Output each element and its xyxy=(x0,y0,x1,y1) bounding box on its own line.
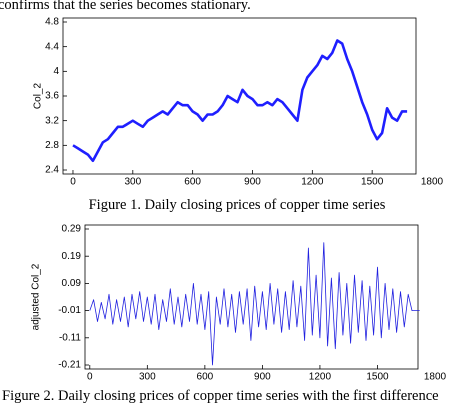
y-tick-label: 4.4 xyxy=(45,41,59,52)
y-axis-label: adjusted Col_2 xyxy=(31,263,42,330)
y-tick-label: 2.8 xyxy=(45,140,59,151)
data-line xyxy=(72,39,408,163)
y-tick-label: -0.01 xyxy=(58,305,81,316)
y-tick-label: -0.21 xyxy=(58,360,81,371)
x-tick-label: 300 xyxy=(139,372,156,383)
y-tick-label: 3.6 xyxy=(45,91,59,102)
x-tick-label: 300 xyxy=(124,177,141,188)
x-tick-label: 600 xyxy=(184,177,201,188)
y-axis-label: Col_2 xyxy=(33,83,44,110)
y-tick-label: 0.29 xyxy=(62,224,82,235)
x-tick-label: 1200 xyxy=(309,372,332,383)
y-tick-label: 0.09 xyxy=(62,278,82,289)
plot-frame xyxy=(84,224,419,370)
y-tick-label: 2.4 xyxy=(45,165,59,176)
x-tick-label: 1500 xyxy=(361,177,384,188)
x-tick-label: 1800 xyxy=(424,372,447,383)
y-tick-label: 4.8 xyxy=(45,17,59,28)
figure-caption: Figure 2. Daily closing prices of copper… xyxy=(2,388,439,404)
x-tick-label: 0 xyxy=(87,372,93,383)
x-tick-label: 1800 xyxy=(421,177,444,188)
x-tick-label: 900 xyxy=(244,177,261,188)
y-tick-label: 3.2 xyxy=(45,115,59,126)
x-tick-label: 1200 xyxy=(301,177,324,188)
figure-caption: Figure 1. Daily closing prices of copper… xyxy=(88,197,386,213)
x-tick-label: 900 xyxy=(254,372,271,383)
x-tick-label: 600 xyxy=(197,372,214,383)
x-tick-label: 0 xyxy=(70,177,76,188)
y-tick-label: 0.19 xyxy=(62,251,82,262)
y-tick-label: -0.11 xyxy=(59,332,81,343)
y-tick-label: 4 xyxy=(53,66,59,77)
data-line xyxy=(89,242,420,366)
body-text: confirms that the series becomes station… xyxy=(0,0,251,13)
x-tick-label: 1500 xyxy=(366,372,389,383)
